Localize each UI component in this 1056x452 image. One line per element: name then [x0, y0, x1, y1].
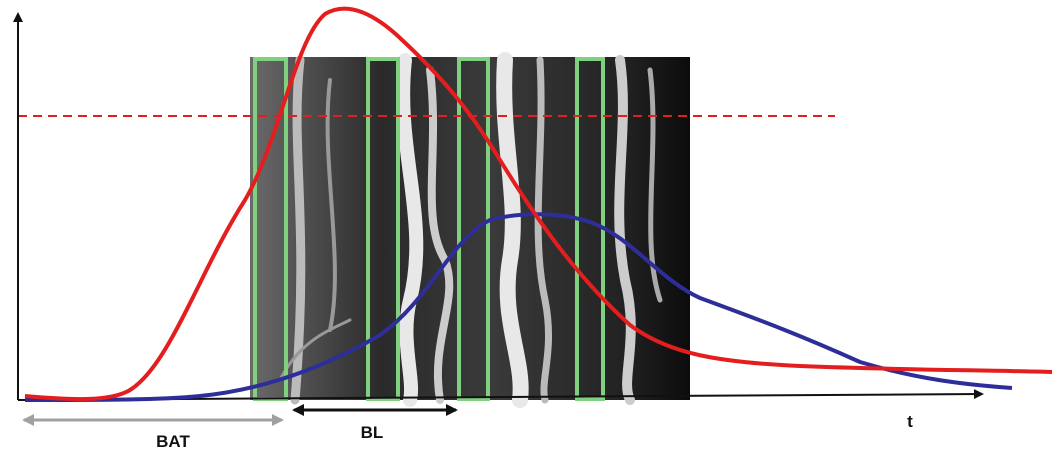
diagram: BAT BL t	[0, 0, 1056, 452]
angiography-panels	[250, 57, 690, 400]
bl-label: BL	[361, 423, 384, 442]
bat-label: BAT	[156, 432, 190, 451]
time-axis-label: t	[907, 412, 913, 431]
